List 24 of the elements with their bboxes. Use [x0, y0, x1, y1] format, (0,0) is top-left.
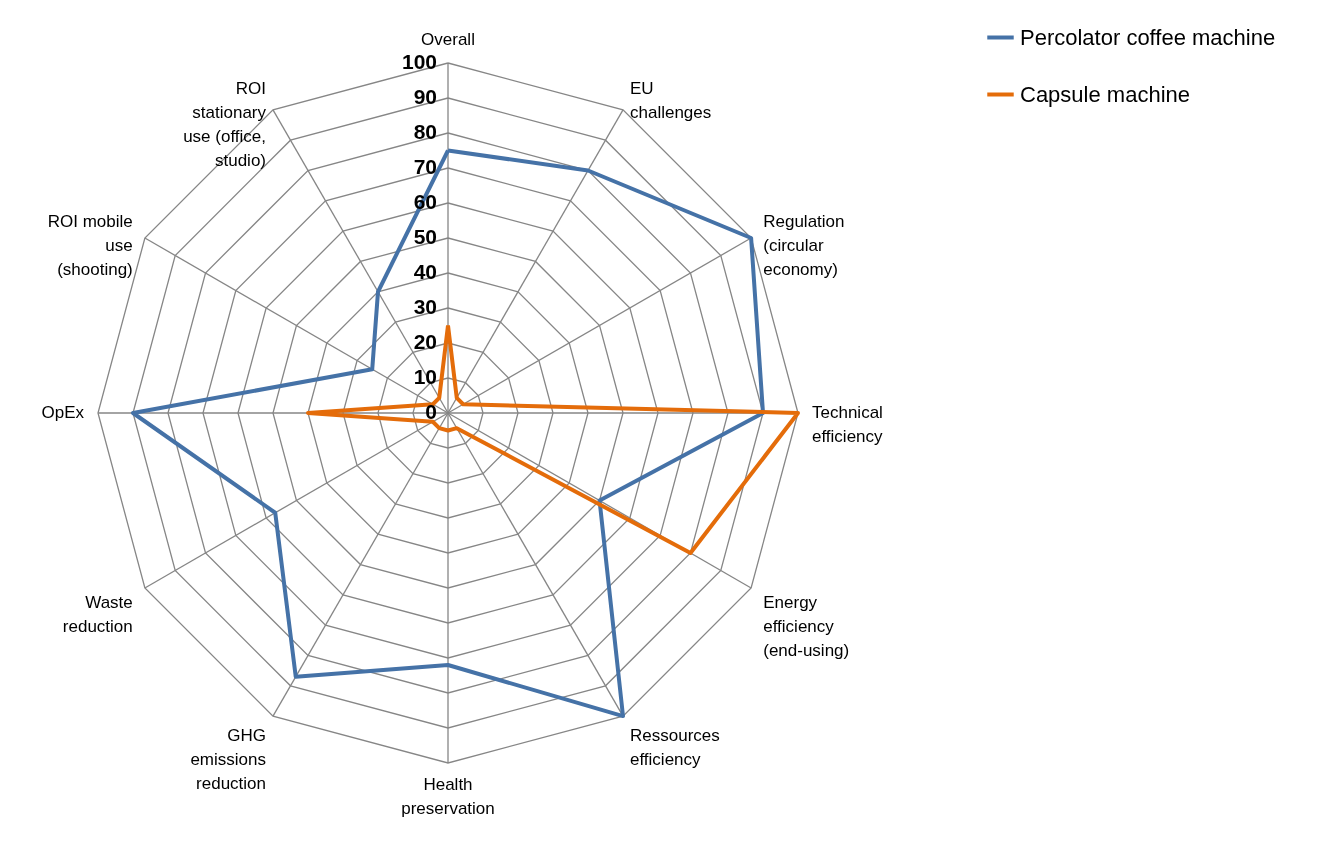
- y-tick-label: 70: [413, 155, 437, 178]
- y-tick-label: 90: [413, 85, 437, 108]
- spoke-label: ROI mobile use (shooting): [47, 212, 133, 279]
- legend-label: Percolator coffee machine: [1020, 24, 1276, 50]
- spoke-label: OpEx: [41, 403, 85, 422]
- y-tick-label: 20: [413, 330, 437, 353]
- y-tick-label: 10: [413, 365, 437, 388]
- spoke-label: EU challenges: [630, 78, 712, 122]
- y-tick-label: 30: [413, 295, 437, 318]
- spoke-label: GHG emissions reduction: [190, 726, 266, 794]
- spoke-label: Health preservation: [401, 775, 495, 818]
- legend-label: Capsule machine: [1020, 81, 1190, 107]
- spoke-label: Technical efficiency: [812, 403, 884, 446]
- spoke-label: Energy efficiency (end-using): [763, 593, 850, 660]
- spoke-label: Ressources efficiency: [630, 726, 720, 770]
- y-tick-label: 40: [413, 260, 437, 283]
- y-tick-label: 0: [425, 400, 437, 423]
- y-tick-label: 80: [413, 120, 437, 143]
- spoke-label: Waste reduction: [62, 593, 133, 636]
- spoke-label: Overall: [421, 30, 475, 49]
- spoke-label: Regulation (circular economy): [763, 212, 845, 279]
- spoke-label: ROI stationary use (office, studio): [183, 78, 267, 170]
- y-tick-label: 100: [401, 50, 437, 73]
- y-tick-label: 50: [413, 225, 437, 248]
